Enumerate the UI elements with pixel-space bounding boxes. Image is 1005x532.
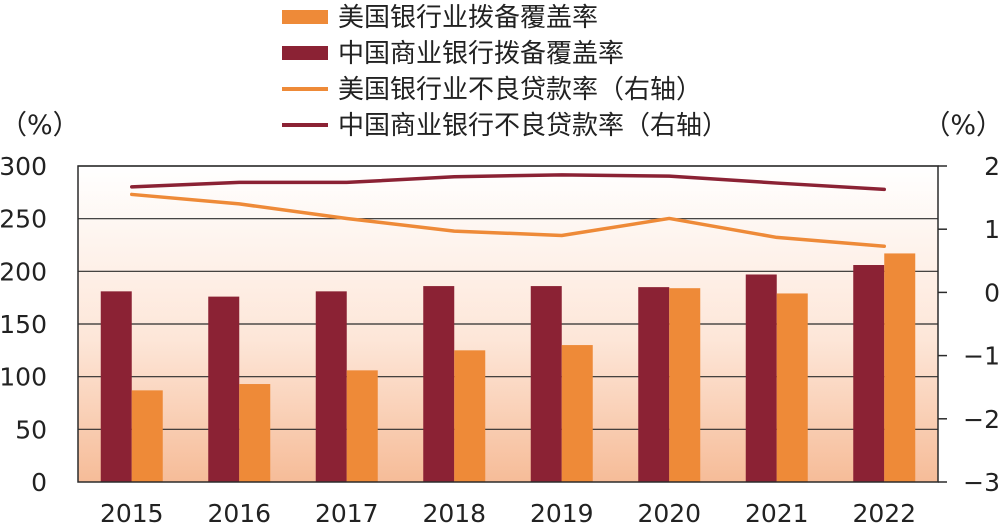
left-tick-label: 200 xyxy=(0,257,47,286)
bar xyxy=(884,253,916,482)
x-tick-label: 2021 xyxy=(745,499,809,528)
plot-frame xyxy=(77,165,939,483)
legend-item: 美国银行业拨备覆盖率 xyxy=(282,3,598,33)
legend-swatch xyxy=(282,46,328,60)
x-tick-label: 2017 xyxy=(315,499,379,528)
left-tick-label: 50 xyxy=(15,415,47,444)
bar xyxy=(561,345,593,482)
left-tick-label: 100 xyxy=(0,363,47,392)
bars xyxy=(100,253,916,482)
x-tick-label: 2015 xyxy=(100,499,164,528)
right-tick-label: −3 xyxy=(963,468,1000,497)
right-axis-ticks: −3 −2 −1 0 1 2 xyxy=(938,152,1000,497)
left-tick-label: 0 xyxy=(31,468,47,497)
series-line xyxy=(130,173,886,192)
bar xyxy=(346,370,378,482)
bar xyxy=(208,296,240,482)
x-tick-label: 2020 xyxy=(637,499,701,528)
right-tick-label: −2 xyxy=(963,405,1000,434)
right-tick-label: 2 xyxy=(984,152,1000,181)
bar xyxy=(745,274,777,482)
right-tick-label: 1 xyxy=(984,215,1000,244)
bar xyxy=(315,291,347,482)
right-tick-label: −1 xyxy=(963,342,1000,371)
legend-label: 美国银行业不良贷款率（右轴） xyxy=(338,75,702,105)
bar xyxy=(669,288,701,482)
left-axis-ticks: 0 50 100 150 200 250 300 xyxy=(0,152,47,497)
legend-label: 中国商业银行拨备覆盖率 xyxy=(338,39,624,69)
legend-item: 美国银行业不良贷款率（右轴） xyxy=(282,75,702,105)
bar xyxy=(100,291,132,482)
x-tick-label: 2018 xyxy=(422,499,486,528)
bar xyxy=(638,287,670,482)
legend-label: 美国银行业拨备覆盖率 xyxy=(338,3,598,33)
x-axis-ticks: 2015 2016 2017 2018 2019 2020 2021 2022 xyxy=(100,499,916,528)
bar xyxy=(530,286,562,482)
axis-units: （%） （%） xyxy=(0,110,1003,141)
left-tick-label: 300 xyxy=(0,152,47,181)
plot-border xyxy=(77,165,939,483)
lines xyxy=(130,173,886,249)
bar xyxy=(853,265,885,482)
bar xyxy=(131,390,163,482)
legend-item: 中国商业银行拨备覆盖率 xyxy=(282,39,624,69)
left-tick-label: 150 xyxy=(0,310,47,339)
bar xyxy=(776,293,808,482)
left-tick-label: 250 xyxy=(0,205,47,234)
legend-swatch xyxy=(282,10,328,24)
x-tick-label: 2019 xyxy=(530,499,594,528)
left-axis-unit: （%） xyxy=(0,110,80,141)
bar xyxy=(454,350,486,482)
x-tick-label: 2016 xyxy=(207,499,271,528)
bar xyxy=(239,384,271,482)
right-tick-label: 0 xyxy=(984,278,1000,307)
x-tick-label: 2022 xyxy=(852,499,916,528)
legend-label: 中国商业银行不良贷款率（右轴） xyxy=(338,111,728,141)
series-line xyxy=(130,192,886,249)
bar xyxy=(423,286,455,482)
right-axis-unit: （%） xyxy=(923,110,1003,141)
legend-item: 中国商业银行不良贷款率（右轴） xyxy=(282,111,728,141)
